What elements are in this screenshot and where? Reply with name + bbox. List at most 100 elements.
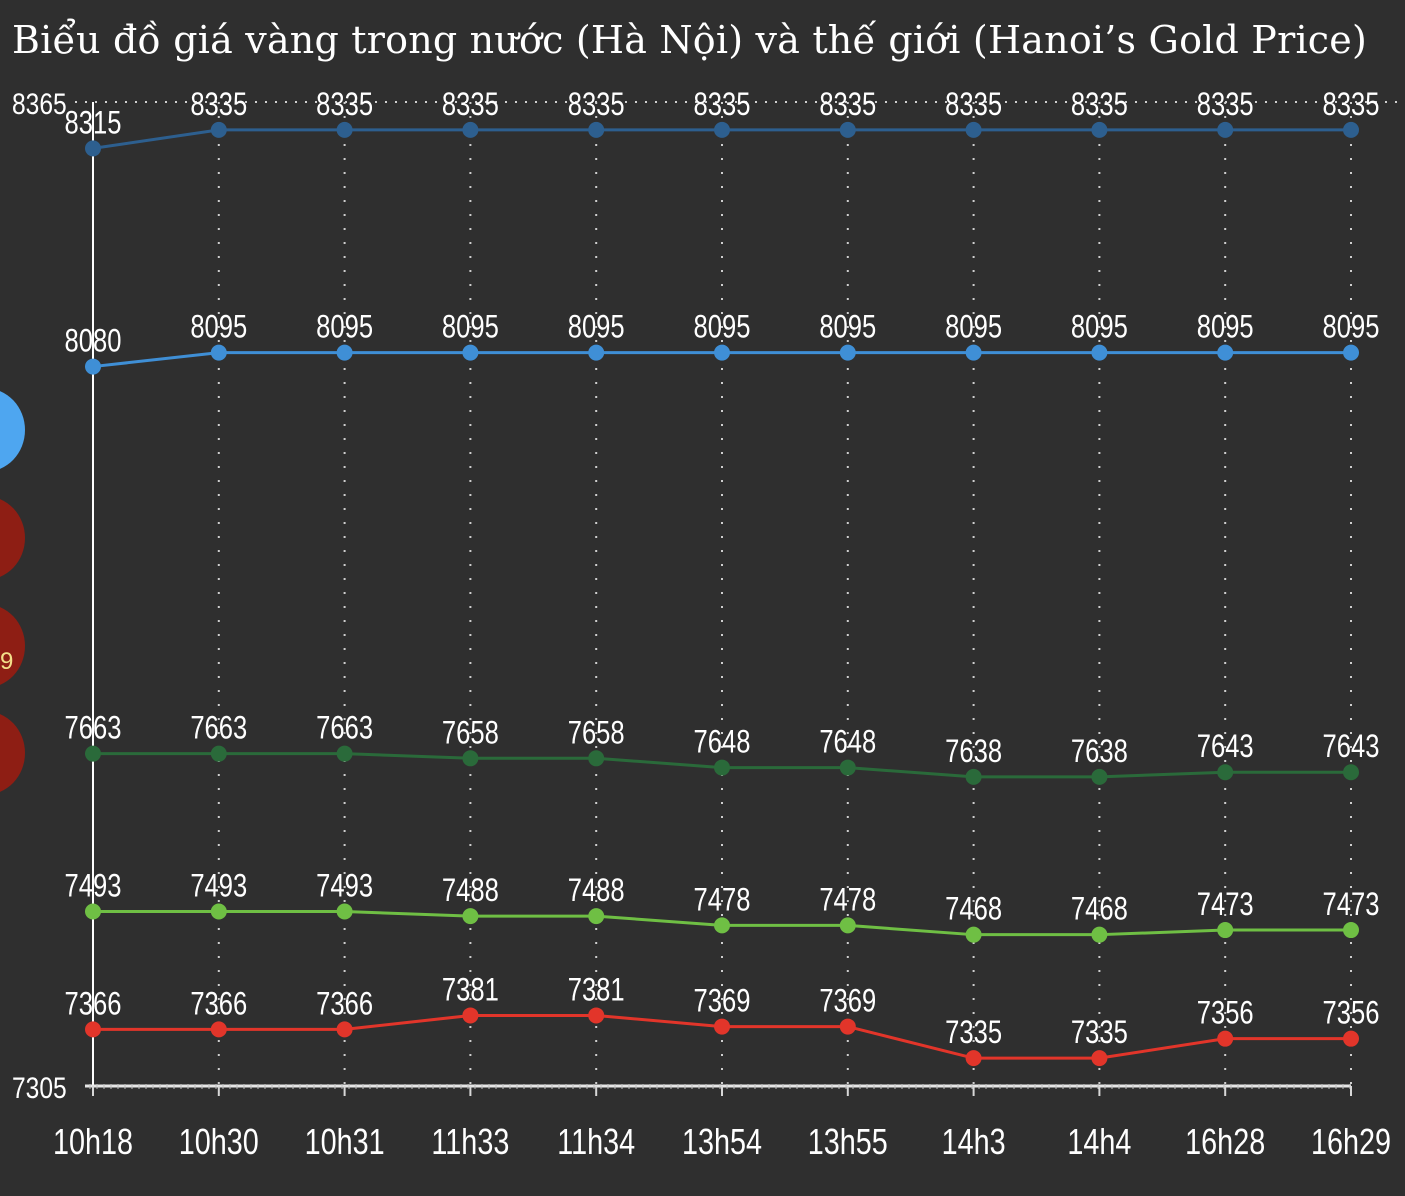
data-point	[839, 917, 856, 934]
data-label: 7648	[819, 725, 876, 760]
data-label: 7468	[945, 892, 1002, 927]
data-point	[462, 344, 479, 361]
data-point	[462, 908, 479, 925]
data-point	[210, 745, 227, 762]
data-label: 7381	[442, 973, 499, 1008]
data-label: 8335	[442, 87, 499, 122]
data-label: 8335	[190, 87, 247, 122]
x-tick-label: 16h28	[1185, 1121, 1265, 1162]
data-label: 7468	[1071, 892, 1128, 927]
data-point	[839, 759, 856, 776]
data-point	[714, 759, 730, 776]
data-label: 8335	[694, 87, 751, 122]
chart-title: Biểu đồ giá vàng trong nước (Hà Nội) và …	[12, 18, 1367, 62]
data-label: 7473	[1197, 887, 1254, 922]
data-point	[1091, 926, 1108, 943]
series-layer	[85, 121, 1359, 1067]
data-point	[839, 344, 856, 361]
data-point	[85, 745, 101, 762]
data-point	[1343, 344, 1359, 361]
data-point	[965, 926, 982, 943]
data-point	[714, 344, 730, 361]
data-label: 8315	[65, 106, 122, 141]
data-point	[588, 344, 605, 361]
data-point	[1217, 1030, 1234, 1047]
data-label: 8095	[568, 310, 625, 345]
data-label: 8335	[945, 87, 1002, 122]
grid-layer	[75, 101, 1400, 1086]
data-point	[588, 908, 605, 925]
data-label: 7493	[65, 869, 122, 904]
data-point	[965, 344, 982, 361]
x-tick-label: 13h55	[808, 1121, 888, 1162]
data-label: 8095	[945, 310, 1002, 345]
data-label: 7493	[190, 869, 247, 904]
data-label: 7366	[65, 987, 122, 1022]
data-label: 7369	[694, 984, 751, 1019]
data-label: 8335	[316, 87, 373, 122]
data-point	[1343, 922, 1359, 939]
data-point	[588, 750, 605, 767]
data-label: 7366	[316, 987, 373, 1022]
data-label: 7478	[694, 883, 751, 918]
data-point	[1091, 344, 1108, 361]
x-tick-label: 10h18	[53, 1121, 133, 1162]
data-label: 8095	[442, 310, 499, 345]
x-tick-label: 11h33	[431, 1121, 509, 1162]
data-point	[85, 903, 101, 920]
y-tick-label: 8365	[12, 87, 67, 121]
data-point	[1343, 764, 1359, 781]
data-point	[839, 121, 856, 138]
data-label: 7648	[694, 725, 751, 760]
data-point	[714, 917, 730, 934]
data-label: 7356	[1197, 996, 1254, 1031]
data-point	[1343, 121, 1359, 138]
data-point	[210, 1021, 227, 1038]
x-tick-label: 14h3	[942, 1121, 1006, 1162]
x-tick-label: 14h4	[1067, 1121, 1131, 1162]
data-label: 7381	[568, 973, 625, 1008]
data-point	[1091, 768, 1108, 785]
data-point	[588, 1007, 605, 1024]
data-point	[1343, 1030, 1359, 1047]
data-label: 7488	[568, 874, 625, 909]
data-point	[965, 121, 982, 138]
data-label: 7356	[1323, 996, 1380, 1031]
x-tick-label: 13h54	[682, 1121, 762, 1162]
data-label: 7638	[945, 734, 1002, 769]
data-label: 8095	[1071, 310, 1128, 345]
data-label: 7638	[1071, 734, 1128, 769]
data-label: 7335	[945, 1016, 1002, 1051]
data-label: 8095	[190, 310, 247, 345]
data-point	[210, 344, 227, 361]
y-tick-label: 7305	[12, 1071, 67, 1105]
data-point	[85, 140, 101, 157]
data-label: 8080	[65, 324, 122, 359]
data-point	[85, 358, 101, 375]
data-point	[210, 903, 227, 920]
data-point	[85, 1021, 101, 1038]
data-label: 8095	[819, 310, 876, 345]
data-point	[336, 903, 353, 920]
data-label: 7478	[819, 883, 876, 918]
data-label: 7369	[819, 984, 876, 1019]
data-point	[1217, 121, 1234, 138]
data-label: 8335	[819, 87, 876, 122]
label-layer: 8365 7305 10h18 10h30 10h31 11h33 11h34 13h54 13…	[12, 87, 1391, 1162]
data-point	[714, 121, 730, 138]
data-point	[588, 121, 605, 138]
x-tick-label: 11h34	[557, 1121, 635, 1162]
data-point	[714, 1018, 730, 1035]
data-label: 8335	[1323, 87, 1380, 122]
legend-partial-text: 9	[0, 648, 14, 675]
data-label: 7663	[65, 711, 122, 746]
data-label: 7473	[1323, 887, 1380, 922]
x-tick-label: 10h31	[305, 1121, 385, 1162]
data-point	[462, 121, 479, 138]
data-label: 7658	[442, 716, 499, 751]
data-label: 7643	[1323, 730, 1380, 765]
data-label: 8335	[1071, 87, 1128, 122]
data-label: 8095	[316, 310, 373, 345]
data-label: 7493	[316, 869, 373, 904]
